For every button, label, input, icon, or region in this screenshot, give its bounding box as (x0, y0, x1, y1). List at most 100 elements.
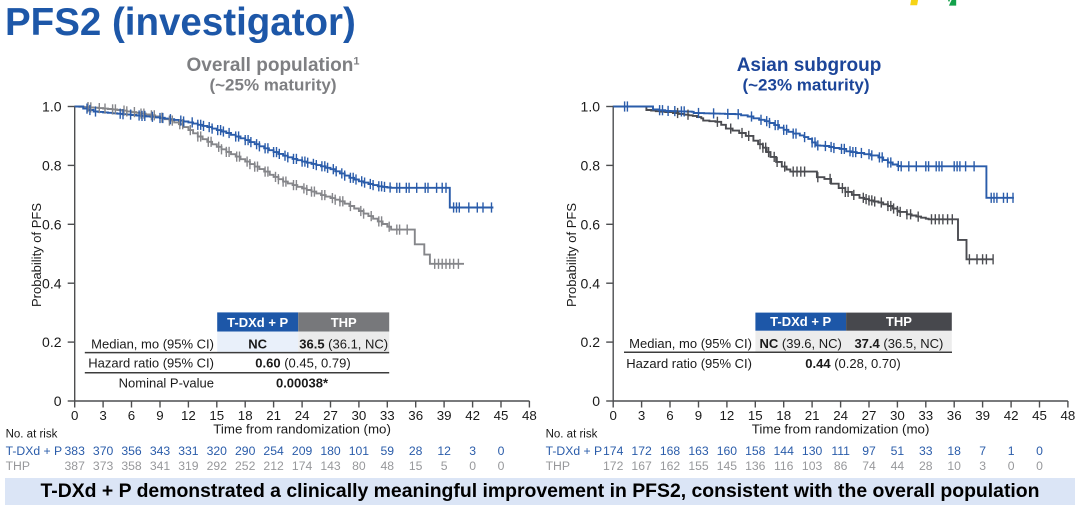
svg-text:36: 36 (408, 408, 423, 423)
svg-text:0.8: 0.8 (581, 158, 601, 174)
svg-text:144: 144 (774, 444, 795, 458)
svg-text:111: 111 (831, 444, 850, 458)
svg-text:168: 168 (660, 444, 681, 458)
svg-text:172: 172 (603, 459, 624, 473)
svg-text:Hazard ratio (95% CI): Hazard ratio (95% CI) (88, 356, 214, 371)
svg-text:6: 6 (128, 408, 135, 423)
svg-text:0: 0 (469, 459, 476, 473)
svg-text:5: 5 (441, 459, 448, 473)
svg-text:167: 167 (631, 459, 652, 473)
svg-text:27: 27 (323, 408, 338, 423)
svg-text:51: 51 (891, 444, 905, 458)
svg-text:36: 36 (947, 408, 962, 423)
svg-text:0: 0 (592, 393, 600, 409)
svg-text:Overall population1: Overall population1 (187, 55, 360, 76)
svg-text:30: 30 (352, 408, 367, 423)
svg-text:290: 290 (235, 444, 256, 458)
svg-text:THP: THP (546, 459, 570, 473)
svg-text:0: 0 (71, 408, 78, 423)
svg-text:0: 0 (54, 393, 62, 409)
svg-text:373: 373 (93, 459, 114, 473)
svg-text:0.44 (0.28, 0.70): 0.44 (0.28, 0.70) (805, 356, 900, 371)
svg-text:12: 12 (720, 408, 735, 423)
svg-text:48: 48 (522, 408, 537, 423)
svg-text:No. at risk: No. at risk (6, 429, 58, 441)
svg-text:0.6: 0.6 (581, 216, 601, 232)
svg-text:319: 319 (178, 459, 199, 473)
svg-text:0: 0 (498, 459, 505, 473)
svg-text:36.5 (36.1, NC): 36.5 (36.1, NC) (299, 337, 388, 352)
svg-text:42: 42 (465, 408, 480, 423)
svg-text:358: 358 (121, 459, 142, 473)
svg-text:18: 18 (238, 408, 253, 423)
svg-text:130: 130 (802, 444, 823, 458)
svg-text:(~23% maturity): (~23% maturity) (742, 76, 869, 95)
svg-text:320: 320 (207, 444, 228, 458)
svg-text:37.4 (36.5, NC): 37.4 (36.5, NC) (854, 336, 943, 351)
svg-text:292: 292 (207, 459, 228, 473)
svg-text:T-DXd + P: T-DXd + P (227, 315, 288, 330)
svg-text:252: 252 (235, 459, 256, 473)
svg-text:3: 3 (99, 408, 106, 423)
svg-text:80: 80 (352, 459, 366, 473)
svg-text:PFS2 (investigator): PFS2 (investigator) (5, 1, 356, 44)
svg-text:103: 103 (802, 459, 823, 473)
svg-text:33: 33 (380, 408, 395, 423)
svg-text:21: 21 (805, 408, 820, 423)
svg-text:155: 155 (688, 459, 709, 473)
svg-text:No. at risk: No. at risk (546, 429, 598, 441)
svg-text:15: 15 (209, 408, 224, 423)
svg-text:Nominal P-value: Nominal P-value (119, 375, 214, 390)
svg-text:3: 3 (638, 408, 645, 423)
svg-text:143: 143 (320, 459, 341, 473)
svg-text:174: 174 (603, 444, 624, 458)
svg-text:180: 180 (320, 444, 341, 458)
svg-text:12: 12 (437, 444, 451, 458)
svg-text:387: 387 (65, 459, 86, 473)
svg-text:(~25% maturity): (~25% maturity) (209, 76, 336, 95)
svg-text:0.6: 0.6 (42, 216, 62, 232)
svg-text:28: 28 (409, 444, 423, 458)
svg-text:0.2: 0.2 (42, 334, 62, 350)
svg-text:T-DXd + P demonstrated a clini: T-DXd + P demonstrated a clinically mean… (41, 480, 1040, 502)
svg-text:15: 15 (409, 459, 423, 473)
svg-text:28: 28 (919, 459, 933, 473)
svg-text:331: 331 (178, 444, 199, 458)
svg-text:27: 27 (862, 408, 877, 423)
svg-text:T-DXd + P: T-DXd + P (546, 444, 603, 458)
svg-text:0.8: 0.8 (42, 158, 62, 174)
svg-text:THP: THP (331, 315, 357, 330)
svg-text:9: 9 (156, 408, 163, 423)
svg-text:Time from randomization (mo): Time from randomization (mo) (752, 422, 930, 437)
svg-text:39: 39 (437, 408, 452, 423)
svg-text:174: 174 (292, 459, 313, 473)
svg-text:136: 136 (745, 459, 766, 473)
svg-text:Probability of PFS: Probability of PFS (564, 203, 579, 307)
svg-text:Hazard ratio (95% CI): Hazard ratio (95% CI) (626, 356, 752, 371)
svg-text:3: 3 (979, 459, 986, 473)
svg-text:24: 24 (295, 408, 310, 423)
svg-text:Median, mo (95% CI): Median, mo (95% CI) (91, 337, 214, 352)
svg-text:Asian subgroup: Asian subgroup (737, 55, 882, 76)
svg-text:212: 212 (263, 459, 284, 473)
svg-text:158: 158 (745, 444, 766, 458)
svg-text:39: 39 (975, 408, 990, 423)
svg-text:Median, mo (95% CI): Median, mo (95% CI) (629, 336, 752, 351)
svg-text:209: 209 (292, 444, 313, 458)
svg-text:1.0: 1.0 (42, 99, 62, 115)
svg-text:42: 42 (1004, 408, 1019, 423)
svg-text:45: 45 (1032, 408, 1047, 423)
svg-text:254: 254 (263, 444, 284, 458)
svg-text:48: 48 (381, 459, 395, 473)
svg-text:97: 97 (862, 444, 876, 458)
svg-text:145: 145 (717, 459, 738, 473)
svg-text:0: 0 (1036, 444, 1043, 458)
svg-text:THP: THP (6, 459, 30, 473)
svg-text:0.4: 0.4 (581, 275, 601, 291)
svg-text:45: 45 (494, 408, 509, 423)
svg-text:24: 24 (833, 408, 848, 423)
svg-text:NC (39.6, NC): NC (39.6, NC) (760, 336, 842, 351)
svg-text:162: 162 (660, 459, 681, 473)
svg-text:1.0: 1.0 (581, 99, 601, 115)
svg-text:33: 33 (919, 444, 933, 458)
